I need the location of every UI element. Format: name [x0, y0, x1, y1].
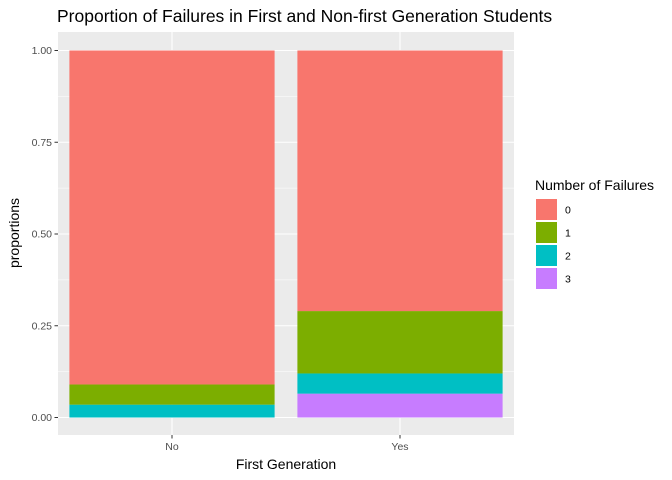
bars: [69, 50, 503, 418]
legend-title: Number of Failures: [535, 177, 654, 193]
bar-no-failures-0: [69, 50, 275, 385]
x-tick-label: No: [165, 441, 179, 453]
y-tick-label: 0.25: [32, 320, 53, 332]
x-axis-label: First Generation: [236, 456, 336, 472]
legend-key-3: [536, 268, 557, 289]
bar-yes-failures-1: [297, 311, 503, 374]
bar-no-failures-2: [69, 404, 275, 418]
legend-label-3: 3: [565, 274, 571, 286]
y-axis-label: proportions: [6, 198, 22, 268]
bar-yes-failures-3: [297, 393, 503, 418]
bar-yes-failures-0: [297, 50, 503, 312]
legend-key-1: [536, 222, 557, 243]
bar-no-failures-1: [69, 384, 275, 405]
y-tick-label: 0.50: [32, 229, 53, 241]
y-tick-label: 0.75: [32, 137, 53, 149]
chart-title: Proportion of Failures in First and Non-…: [57, 6, 552, 26]
x-tick-label: Yes: [391, 441, 408, 453]
y-tick-label: 1.00: [32, 45, 53, 57]
legend-key-0: [536, 199, 557, 220]
y-axis: 0.00 0.25 0.50 0.75 1.00: [32, 45, 58, 424]
legend-key-2: [536, 245, 557, 266]
legend-label-1: 1: [565, 228, 571, 240]
x-axis: No Yes: [165, 435, 409, 453]
bar-yes-failures-2: [297, 373, 503, 394]
y-tick-label: 0.00: [32, 412, 53, 424]
legend-label-2: 2: [565, 251, 571, 263]
legend-label-0: 0: [565, 205, 571, 217]
legend: Number of Failures 0 1 2 3: [535, 177, 654, 289]
